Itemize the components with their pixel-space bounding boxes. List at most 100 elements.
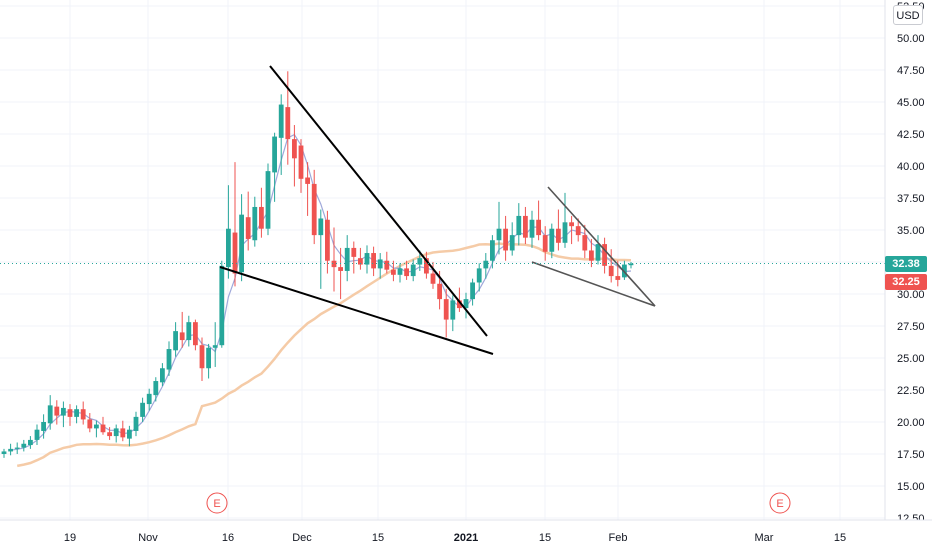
candle [21, 439, 27, 452]
candle [562, 192, 568, 248]
candle [173, 322, 178, 357]
trendline [269, 65, 488, 337]
candle [338, 247, 343, 300]
candle [404, 260, 409, 280]
candle [542, 226, 548, 261]
candle-body [509, 235, 515, 251]
candle-body [61, 407, 66, 416]
candle [430, 262, 436, 289]
y-tick-label: 42.50 [897, 129, 925, 141]
currency-button[interactable]: USD [893, 5, 923, 25]
slow-ma-path [16, 242, 632, 468]
candle-body [41, 422, 46, 431]
candle [272, 132, 277, 202]
candle [318, 209, 324, 289]
candle-body [608, 265, 614, 277]
candle [450, 295, 456, 332]
fast-moving-average-line [10, 133, 632, 451]
candle [358, 247, 363, 270]
candle-body [292, 139, 297, 159]
candle-body [457, 300, 462, 309]
candle-body [212, 345, 218, 348]
candle-body [424, 258, 429, 274]
candle [595, 235, 601, 265]
candle-body [410, 264, 416, 277]
candle [516, 203, 522, 246]
candle [483, 253, 489, 279]
candle [252, 196, 258, 247]
candle-body [127, 429, 132, 439]
candle-body [206, 347, 211, 369]
candlestick-series [1, 71, 634, 458]
candle [107, 427, 112, 440]
candle [80, 401, 86, 425]
time-axis[interactable]: 19 Nov 16 Dec 15 2021 15 Feb Mar 15 [0, 519, 932, 550]
candle [549, 223, 555, 259]
candle-body [245, 217, 251, 239]
candle [232, 162, 238, 287]
candle-body [173, 331, 178, 351]
candle [61, 401, 66, 428]
candle-body [556, 228, 561, 243]
candle [575, 218, 581, 242]
x-tick-label: Feb [609, 532, 628, 544]
candle [496, 201, 502, 255]
candle [391, 260, 396, 282]
y-tick-label: 45.00 [897, 97, 925, 109]
candle-body [140, 402, 145, 417]
candle-body [311, 183, 317, 236]
candle-body [628, 263, 634, 266]
candle [259, 187, 264, 238]
candle [186, 315, 192, 347]
x-tick-label: Mar [755, 532, 774, 544]
candle [602, 237, 607, 274]
y-tick-label: 25.00 [897, 353, 925, 365]
candle-body [239, 214, 244, 273]
candle [529, 210, 535, 248]
candle-body [417, 258, 423, 265]
candle-body [384, 260, 390, 270]
candle-body [562, 222, 568, 243]
x-tick-label: 15 [372, 532, 384, 544]
candle [239, 194, 244, 282]
candle-body [358, 258, 363, 265]
candle [470, 278, 475, 306]
candle [67, 404, 73, 426]
earnings-marker[interactable]: E [206, 492, 228, 514]
candle [160, 363, 165, 387]
candle [41, 414, 46, 439]
candle [305, 162, 310, 216]
candle [28, 436, 33, 449]
candle-body [338, 267, 343, 271]
y-tick-label: 37.50 [897, 193, 925, 205]
candle [556, 209, 561, 251]
candle [1, 448, 7, 458]
candle-body [74, 409, 79, 417]
candle-body [193, 322, 198, 346]
candle-body [391, 269, 396, 275]
earnings-marker[interactable]: E [769, 492, 791, 514]
y-tick-label: 20.00 [897, 417, 925, 429]
candle-body [146, 393, 152, 405]
candle [100, 416, 106, 435]
candle [384, 251, 390, 274]
last-price-tag: 32.38 [885, 255, 927, 272]
y-tick-label: 27.50 [897, 321, 925, 333]
candle [371, 246, 376, 277]
candle-body [371, 253, 376, 269]
candle [523, 206, 528, 245]
candle [292, 125, 297, 187]
candle-body [14, 447, 20, 449]
candle-body [278, 104, 284, 138]
candle [311, 169, 317, 245]
candle-body [265, 171, 271, 229]
candle [476, 263, 482, 292]
candle [199, 337, 205, 382]
candle [608, 249, 614, 283]
candle-body [331, 260, 337, 268]
candle-body [595, 244, 601, 261]
candle-body [582, 235, 588, 251]
candle-body [47, 405, 53, 424]
